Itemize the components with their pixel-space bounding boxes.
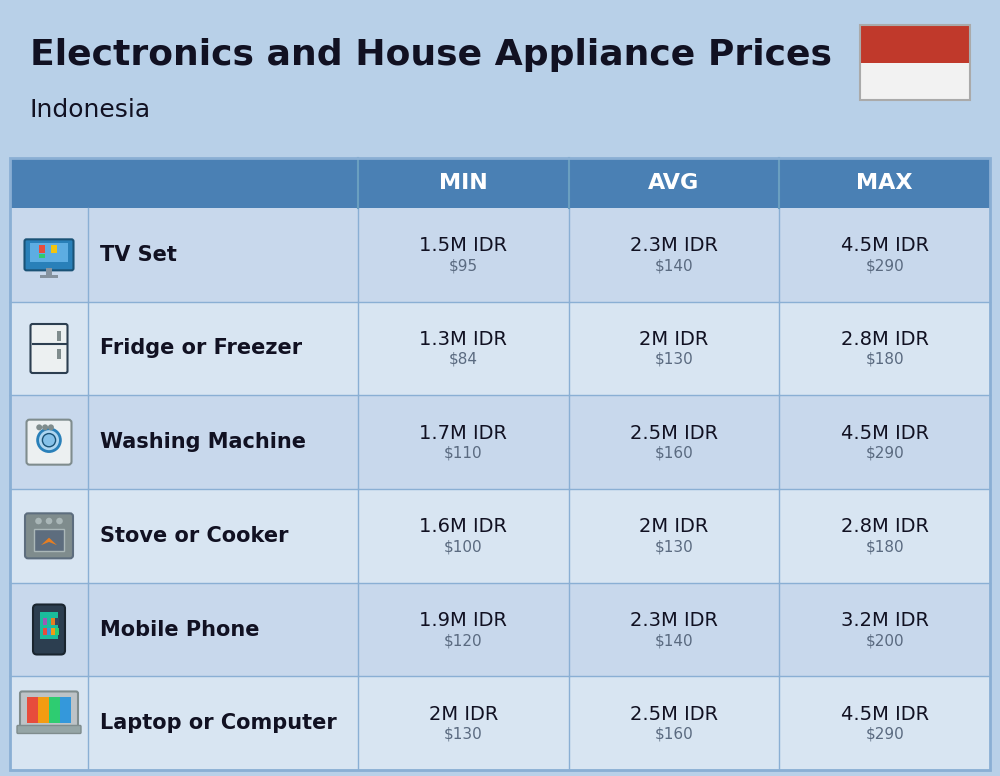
Circle shape — [56, 517, 64, 525]
Text: 2M IDR: 2M IDR — [429, 705, 498, 724]
Text: $130: $130 — [444, 726, 483, 742]
Text: 1.6M IDR: 1.6M IDR — [419, 518, 507, 536]
Circle shape — [48, 424, 54, 431]
Bar — [10, 583, 990, 677]
Bar — [860, 25, 970, 63]
Text: Washing Machine: Washing Machine — [100, 432, 306, 452]
Text: $130: $130 — [655, 352, 693, 367]
Bar — [39, 245, 45, 253]
Bar — [47, 629, 51, 635]
Text: Laptop or Computer: Laptop or Computer — [100, 713, 337, 733]
Circle shape — [42, 434, 56, 447]
FancyBboxPatch shape — [20, 691, 78, 729]
Bar — [34, 529, 64, 550]
Bar — [55, 629, 59, 635]
FancyBboxPatch shape — [25, 514, 73, 559]
Text: $100: $100 — [444, 539, 483, 554]
Text: 2.3M IDR: 2.3M IDR — [630, 611, 718, 630]
Bar — [46, 268, 52, 276]
Circle shape — [38, 429, 60, 452]
Bar — [860, 63, 970, 100]
Text: $140: $140 — [655, 258, 693, 273]
FancyBboxPatch shape — [30, 324, 68, 373]
Bar — [30, 244, 68, 262]
Text: $95: $95 — [449, 258, 478, 273]
Bar — [51, 245, 57, 253]
Text: $84: $84 — [449, 352, 478, 367]
Text: 1.5M IDR: 1.5M IDR — [419, 237, 507, 255]
Bar — [51, 629, 55, 635]
Bar — [10, 158, 990, 208]
Text: MAX: MAX — [856, 173, 913, 193]
FancyBboxPatch shape — [17, 726, 81, 733]
Text: 1.3M IDR: 1.3M IDR — [419, 330, 507, 349]
Bar — [38, 698, 49, 723]
Circle shape — [34, 517, 42, 525]
Bar — [57, 349, 61, 359]
Text: $290: $290 — [865, 445, 904, 461]
Text: Stove or Cooker: Stove or Cooker — [100, 526, 288, 546]
Text: Mobile Phone: Mobile Phone — [100, 619, 260, 639]
Text: $140: $140 — [655, 633, 693, 648]
Bar — [10, 302, 990, 395]
Text: 1.7M IDR: 1.7M IDR — [419, 424, 507, 442]
Bar — [27, 698, 38, 723]
Text: $130: $130 — [655, 539, 693, 554]
Text: AVG: AVG — [648, 173, 700, 193]
Circle shape — [45, 517, 53, 525]
Circle shape — [42, 424, 48, 431]
Text: $110: $110 — [444, 445, 483, 461]
Polygon shape — [41, 538, 57, 546]
Text: Fridge or Freezer: Fridge or Freezer — [100, 338, 302, 359]
Bar — [40, 611, 58, 639]
Bar — [860, 25, 970, 100]
Text: 4.5M IDR: 4.5M IDR — [841, 424, 929, 442]
Bar — [40, 275, 58, 279]
Bar — [10, 677, 990, 770]
Bar — [10, 489, 990, 583]
Text: 4.5M IDR: 4.5M IDR — [841, 705, 929, 724]
Text: $290: $290 — [865, 258, 904, 273]
Bar — [49, 698, 60, 723]
Bar — [39, 254, 45, 258]
Text: $180: $180 — [865, 539, 904, 554]
Bar — [43, 629, 47, 635]
Text: 2.8M IDR: 2.8M IDR — [841, 518, 929, 536]
Bar — [51, 618, 55, 625]
Text: MIN: MIN — [439, 173, 488, 193]
Bar — [10, 208, 990, 302]
Bar — [10, 395, 990, 489]
Text: $120: $120 — [444, 633, 483, 648]
FancyBboxPatch shape — [24, 239, 74, 270]
Text: 2.5M IDR: 2.5M IDR — [630, 705, 718, 724]
Text: $160: $160 — [655, 445, 693, 461]
FancyBboxPatch shape — [26, 420, 72, 465]
Bar — [43, 618, 47, 625]
Text: 3.2M IDR: 3.2M IDR — [841, 611, 929, 630]
Circle shape — [36, 424, 42, 431]
Text: 1.9M IDR: 1.9M IDR — [419, 611, 507, 630]
Text: 2.3M IDR: 2.3M IDR — [630, 237, 718, 255]
Bar — [60, 698, 71, 723]
Text: 2.8M IDR: 2.8M IDR — [841, 330, 929, 349]
Text: 2M IDR: 2M IDR — [639, 330, 709, 349]
Text: $200: $200 — [865, 633, 904, 648]
Text: 2.5M IDR: 2.5M IDR — [630, 424, 718, 442]
Text: TV Set: TV Set — [100, 245, 177, 265]
Text: Electronics and House Appliance Prices: Electronics and House Appliance Prices — [30, 38, 832, 72]
Text: $180: $180 — [865, 352, 904, 367]
Bar — [47, 618, 51, 625]
Bar — [27, 698, 71, 723]
Bar — [55, 618, 59, 625]
Bar — [57, 331, 61, 341]
Text: 2M IDR: 2M IDR — [639, 518, 709, 536]
FancyBboxPatch shape — [33, 605, 65, 654]
Text: $290: $290 — [865, 726, 904, 742]
Text: 4.5M IDR: 4.5M IDR — [841, 237, 929, 255]
Bar — [10, 158, 990, 770]
Text: Indonesia: Indonesia — [30, 98, 151, 122]
Text: $160: $160 — [655, 726, 693, 742]
